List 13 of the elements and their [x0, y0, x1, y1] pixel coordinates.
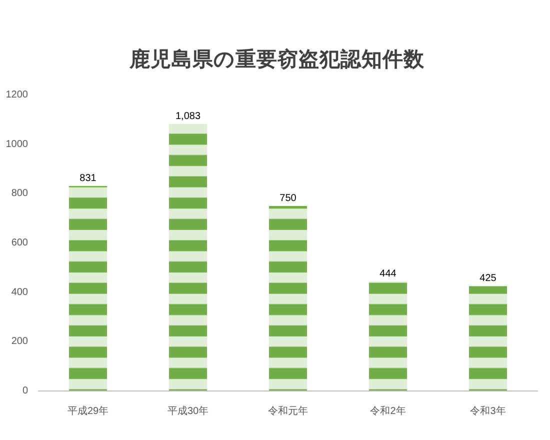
- x-tick-label: 令和3年: [470, 405, 506, 417]
- y-tick-label: 800: [11, 188, 28, 200]
- x-tick-label: 平成29年: [67, 405, 109, 417]
- y-tick-label: 0: [22, 386, 28, 396]
- y-tick-label: 1000: [6, 138, 28, 150]
- y-tick-label: 1200: [6, 90, 28, 100]
- x-tick-label: 平成30年: [167, 405, 209, 417]
- x-tick-label: 令和2年: [370, 405, 406, 417]
- title: 鹿児島県の重要窃盗犯認知件数: [130, 48, 424, 71]
- y-tick-label: 400: [11, 286, 28, 298]
- y-tick-label: 200: [11, 336, 28, 348]
- y-tick-label: 600: [11, 238, 28, 248]
- x-tick-label: 令和元年: [268, 405, 308, 417]
